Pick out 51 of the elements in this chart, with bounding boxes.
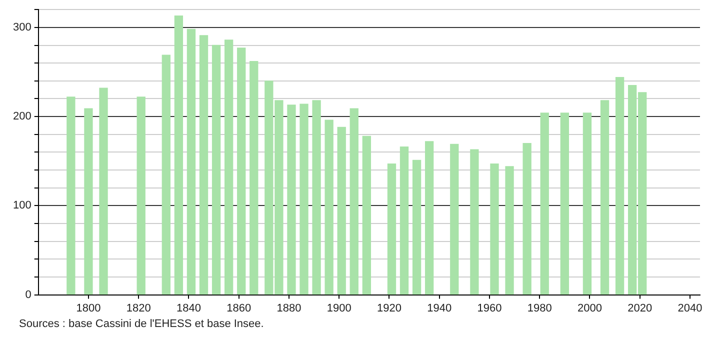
bar bbox=[540, 112, 549, 295]
x-tick-label: 1860 bbox=[226, 302, 252, 314]
bar bbox=[224, 40, 234, 295]
x-tick-label: 2000 bbox=[577, 302, 602, 314]
bar bbox=[350, 108, 358, 295]
x-tick-label: 1960 bbox=[477, 302, 502, 314]
x-tick-label: 1920 bbox=[376, 302, 402, 314]
bar bbox=[199, 35, 208, 295]
bar bbox=[337, 126, 346, 295]
x-tick-label: 2040 bbox=[678, 302, 702, 314]
bar bbox=[174, 16, 184, 295]
bar bbox=[450, 144, 459, 295]
bar bbox=[505, 166, 514, 295]
bar bbox=[186, 28, 196, 295]
bar bbox=[560, 112, 569, 295]
x-tick-label: 1840 bbox=[176, 302, 201, 314]
bar bbox=[615, 77, 624, 295]
bar bbox=[212, 44, 221, 295]
bar bbox=[490, 163, 499, 295]
bar bbox=[470, 149, 479, 295]
x-tick-label: 1980 bbox=[527, 302, 552, 314]
y-tick-label: 300 bbox=[12, 21, 32, 34]
bar bbox=[250, 60, 258, 295]
bar bbox=[287, 104, 296, 295]
x-tick-label: 1820 bbox=[126, 302, 151, 314]
y-tick-label: 0 bbox=[25, 288, 32, 301]
x-tick-label: 1880 bbox=[276, 302, 302, 314]
bar bbox=[312, 100, 321, 295]
y-tick-label: 200 bbox=[12, 110, 32, 123]
bar bbox=[582, 112, 592, 295]
bar bbox=[412, 160, 422, 295]
bar bbox=[99, 88, 108, 295]
bar bbox=[387, 163, 396, 295]
source-note: Sources : base Cassini de l'EHESS et base Insee. bbox=[19, 318, 265, 330]
bar bbox=[300, 104, 308, 295]
bar bbox=[66, 96, 76, 295]
bar bbox=[84, 108, 93, 295]
bar bbox=[237, 48, 246, 295]
x-tick-label: 2020 bbox=[628, 302, 652, 314]
bar bbox=[424, 141, 434, 295]
bar bbox=[362, 136, 371, 295]
bar bbox=[136, 96, 146, 295]
y-tick-label: 100 bbox=[12, 200, 32, 212]
bar bbox=[600, 100, 610, 295]
x-tick-label: 1900 bbox=[326, 302, 352, 314]
bar bbox=[400, 146, 409, 295]
bar bbox=[324, 120, 334, 295]
x-tick-label: 1800 bbox=[76, 302, 101, 314]
bar bbox=[522, 142, 532, 295]
x-tick-label: 1940 bbox=[427, 302, 452, 314]
bar bbox=[162, 54, 170, 295]
